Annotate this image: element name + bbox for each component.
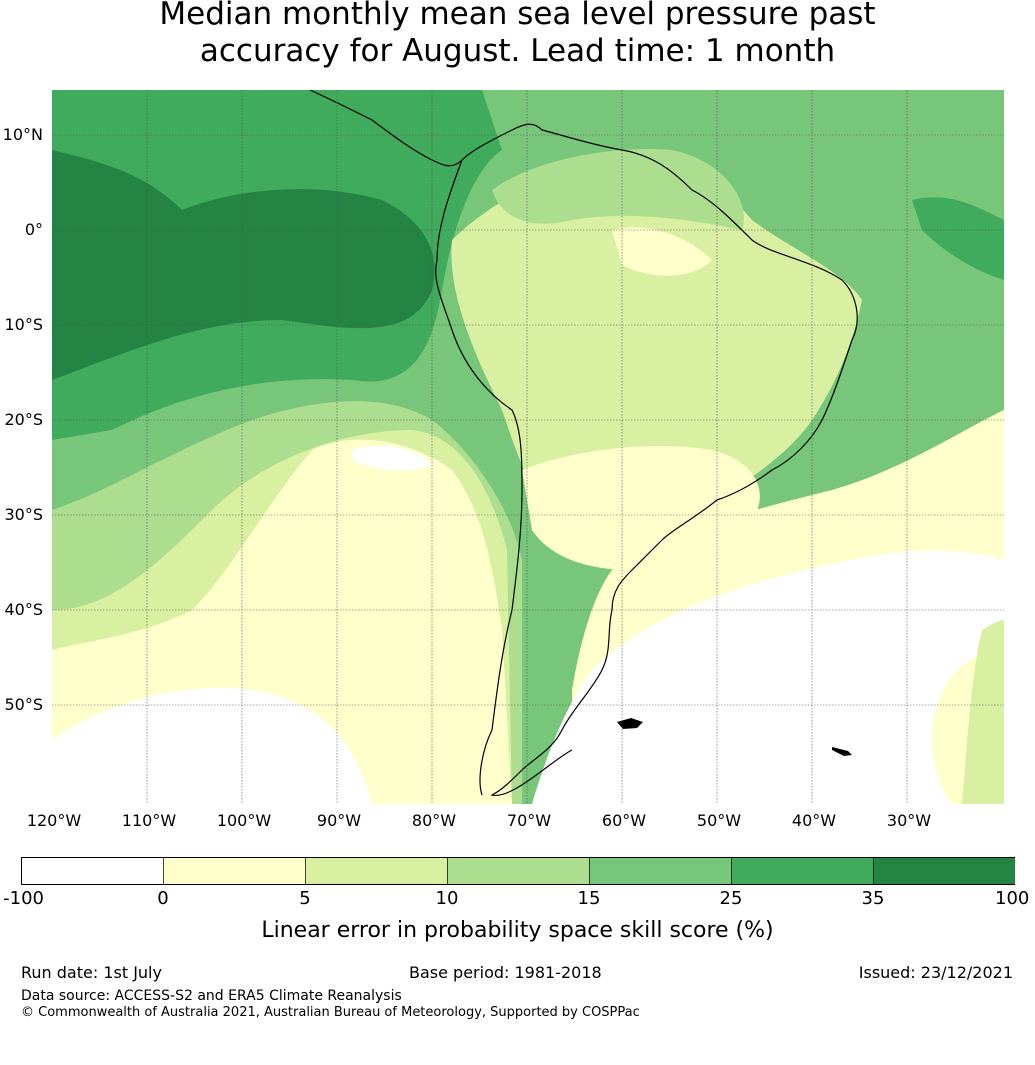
title-line-1: Median monthly mean sea level pressure p…: [159, 0, 876, 32]
longitude-label: 100°W: [216, 811, 272, 830]
run-date: Run date: 1st July: [21, 963, 162, 982]
longitude-label: 70°W: [506, 811, 552, 830]
longitude-label: 80°W: [411, 811, 457, 830]
south-georgia-island: [832, 747, 852, 756]
region-pacific-negative: [52, 688, 372, 804]
colorbar-segment: [163, 857, 306, 885]
longitude-label: 120°W: [26, 811, 82, 830]
region-pacific-negative-patch: [352, 445, 432, 471]
colorbar-tick-label: 5: [299, 888, 311, 909]
colorbar-outline: [21, 857, 1015, 885]
colorbar-segment: [731, 857, 874, 885]
colorbar-segment: [589, 857, 732, 885]
region-atlantic-negative: [532, 550, 1004, 804]
chart-title: Median monthly mean sea level pressure p…: [0, 0, 1035, 70]
region-south-america-0-5: [612, 227, 712, 276]
region-south-america-10-15: [492, 149, 744, 230]
colorbar-segment: [305, 857, 448, 885]
colorbar-segment: [447, 857, 590, 885]
skill-score-map: [52, 90, 1004, 804]
latitude-label: 10°N: [2, 125, 43, 144]
colorbar-tick-label: -100: [3, 888, 44, 909]
region-east-atlantic-5-10: [962, 620, 1004, 804]
latitude-label: 30°S: [4, 505, 43, 524]
latitude-label: 40°S: [4, 600, 43, 619]
longitude-label: 110°W: [121, 811, 177, 830]
colorbar-segment: [873, 857, 1015, 885]
base-period: Base period: 1981-2018: [409, 963, 602, 982]
longitude-label: 40°W: [791, 811, 837, 830]
latitude-label: 20°S: [4, 410, 43, 429]
colorbar-tick-label: 100: [995, 888, 1030, 909]
gridlines: [52, 90, 1004, 804]
colorbar-segment: [21, 857, 164, 885]
colorbar-tick-label: 25: [719, 888, 743, 909]
south-america-coastline: [309, 90, 858, 796]
colorbar-tick-label: 15: [577, 888, 601, 909]
data-source: Data source: ACCESS-S2 and ERA5 Climate …: [21, 988, 402, 1004]
copyright: © Commonwealth of Australia 2021, Austra…: [21, 1005, 640, 1020]
longitude-label: 90°W: [316, 811, 362, 830]
latitude-label: 50°S: [4, 695, 43, 714]
colorbar-tick-label: 35: [861, 888, 885, 909]
region-tropical-atlantic-25-35: [912, 197, 1004, 280]
falkland-islands: [617, 718, 643, 729]
latitude-label: 10°S: [4, 315, 43, 334]
region-tropical-pacific-35-100: [52, 150, 435, 380]
longitude-label: 30°W: [886, 811, 932, 830]
south-america-west-coastline: [435, 159, 523, 796]
longitude-label: 60°W: [601, 811, 647, 830]
longitude-label: 50°W: [696, 811, 742, 830]
issued-date: Issued: 23/12/2021: [858, 963, 1013, 982]
region-south-america-5-10: [451, 157, 862, 540]
latitude-label: 0°: [24, 220, 43, 239]
colorbar-tick-label: 10: [435, 888, 459, 909]
title-line-2: accuracy for August. Lead time: 1 month: [199, 33, 836, 69]
colorbar-tick-label: 0: [157, 888, 169, 909]
colorbar: [21, 857, 1015, 885]
colorbar-label: Linear error in probability space skill …: [261, 918, 774, 943]
